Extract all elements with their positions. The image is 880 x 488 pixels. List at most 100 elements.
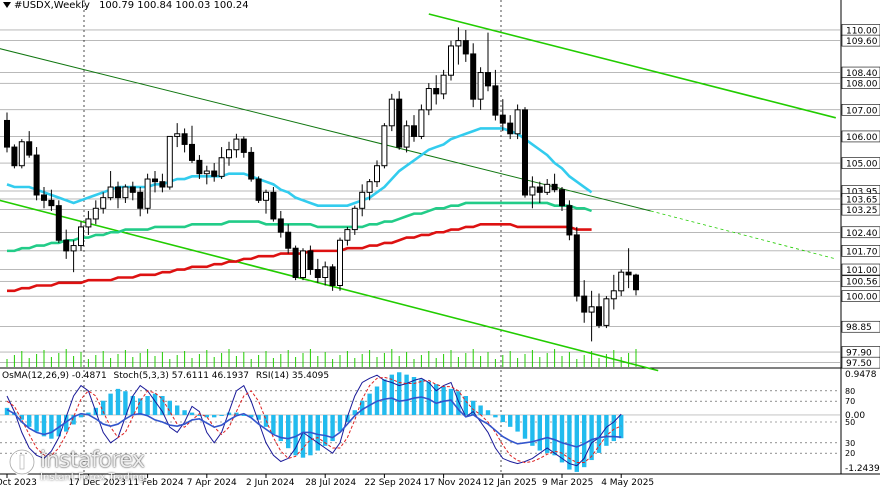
chevron-down-icon[interactable]: [3, 1, 11, 8]
candle: [33, 147, 40, 201]
candle-body: [33, 154, 40, 196]
price-tick-label: 108.40: [846, 69, 878, 79]
osma-bar: [382, 379, 387, 415]
candle-body: [559, 189, 565, 207]
candle-body: [166, 135, 173, 188]
osma-bar: [330, 414, 335, 442]
candle: [440, 69, 447, 100]
candle-body: [329, 266, 336, 286]
osma-bar: [530, 414, 535, 446]
osma-bar: [589, 414, 594, 461]
candle: [300, 248, 306, 281]
candle: [144, 173, 151, 214]
oscillator-axis-label: 30: [845, 439, 855, 448]
osma-bar: [189, 412, 195, 415]
candle: [566, 200, 573, 241]
osma-bar: [115, 388, 121, 415]
osma-bar: [167, 400, 172, 415]
candle: [18, 139, 25, 169]
osma-bar: [367, 393, 372, 415]
price-tick-label: 101.00: [846, 266, 878, 276]
candle-body: [351, 207, 358, 231]
candle-body: [551, 183, 558, 191]
candle: [403, 120, 410, 153]
osma-bar: [4, 407, 10, 415]
osma-bar: [130, 395, 135, 415]
candle-body: [4, 119, 10, 148]
brand-logo: instaforex Instant Forex Trading: [6, 444, 196, 486]
candle: [485, 32, 491, 92]
osma-bar: [71, 414, 76, 425]
osma-bar: [456, 391, 461, 415]
candle: [544, 179, 551, 195]
candle: [433, 75, 440, 105]
osma-bar: [286, 414, 291, 449]
candle: [514, 104, 521, 140]
candle-body: [403, 125, 410, 148]
candle-body: [544, 183, 551, 193]
osma-axis-label: 0.00: [845, 411, 865, 421]
candle-body: [285, 231, 292, 249]
candle: [470, 43, 477, 108]
price-tick-label: 100.56: [846, 278, 878, 288]
price-label-box: [841, 130, 880, 143]
candle: [41, 187, 47, 209]
channel-upper-line: [428, 13, 836, 119]
osma-bar: [308, 414, 313, 456]
stoch-label: Stoch(5,3,3) 57.6111 46.1937: [113, 371, 250, 381]
price-tick-label: 103.95: [846, 188, 878, 198]
x-tick-label: 28 Jul 2024: [305, 478, 356, 488]
osma-bar: [226, 412, 232, 415]
osma-bar: [64, 414, 69, 432]
candle-body: [41, 194, 47, 201]
osma-axis-label: 0.9478: [845, 370, 877, 380]
candle: [115, 181, 121, 209]
candle-body: [152, 178, 158, 183]
osma-bar: [582, 414, 587, 468]
candle-body: [418, 109, 425, 137]
candle: [152, 171, 158, 193]
candle: [625, 248, 632, 289]
osma-bar: [448, 388, 454, 415]
instaforex-logo-icon: [8, 448, 36, 476]
osma-bar: [123, 391, 128, 415]
candle: [551, 173, 558, 193]
candle-body: [581, 295, 588, 313]
candle-body: [270, 191, 277, 220]
indicator-header: OsMA(12,26,9) -0.4871 Stoch(5,3,3) 57.61…: [2, 371, 333, 381]
candle-body: [137, 191, 144, 209]
candle-body: [107, 186, 114, 199]
osma-bar: [522, 414, 528, 439]
osma-bar: [27, 414, 32, 427]
candle-body: [181, 133, 188, 145]
candle-body: [11, 146, 18, 167]
candle-body: [455, 40, 462, 47]
channel-lower-line: [0, 199, 659, 372]
osma-axis-label: -1.2439: [845, 464, 880, 474]
price-tick-label: 98.85: [846, 323, 872, 333]
x-tick-label: 17 Nov 2024: [424, 478, 482, 488]
candle: [137, 187, 144, 217]
candle-body: [263, 191, 269, 201]
candle-body: [322, 266, 329, 279]
candle: [48, 189, 55, 211]
candle-body: [129, 186, 136, 193]
candle: [603, 296, 610, 329]
candle-body: [610, 290, 617, 300]
candle: [633, 273, 639, 296]
osma-bar: [545, 414, 550, 453]
candle-body: [144, 178, 151, 209]
osma-bar: [234, 412, 239, 415]
candle-body: [226, 149, 232, 159]
candle-body: [248, 151, 255, 180]
candle-body: [344, 229, 351, 241]
price-tick-label: 107.00: [846, 106, 878, 116]
osma-bar: [182, 410, 187, 415]
candle-body: [499, 114, 506, 124]
candle-body: [92, 207, 99, 220]
price-label-box: [841, 77, 880, 90]
osma-bar: [219, 414, 224, 416]
osma-bar: [197, 414, 202, 416]
osma-bar: [552, 414, 557, 456]
